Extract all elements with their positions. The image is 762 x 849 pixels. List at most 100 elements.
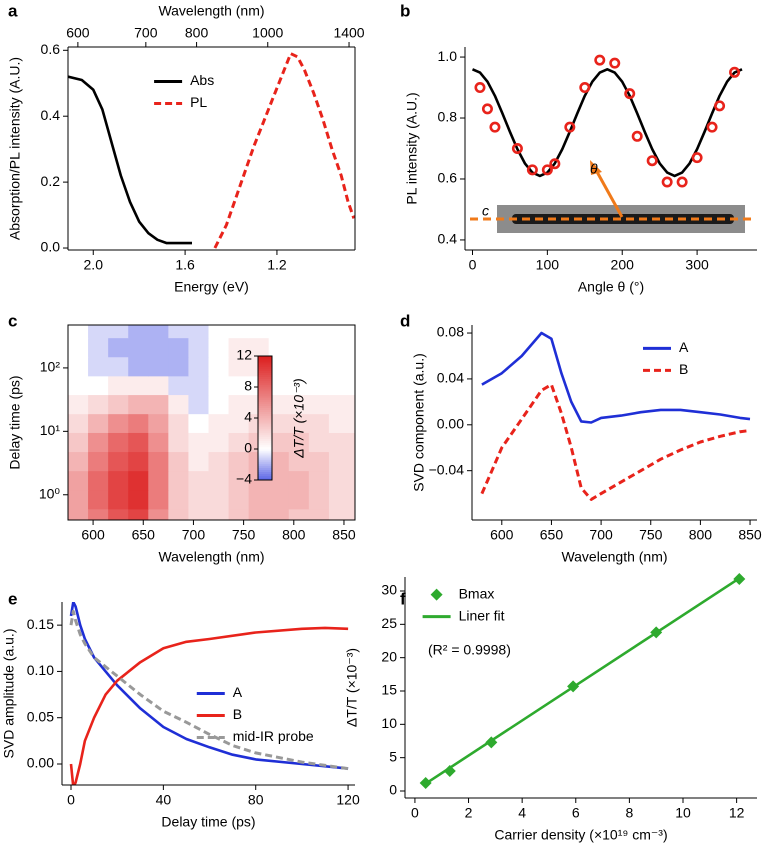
x-tick-label: 80 — [248, 792, 264, 808]
data-point — [609, 57, 621, 69]
colorbar-step — [258, 409, 272, 413]
heat-cell — [288, 375, 310, 396]
series-line — [213, 52, 355, 249]
heat-cell — [148, 394, 169, 415]
colorbar-step — [258, 452, 272, 456]
panel-letter: c — [8, 311, 17, 330]
colorbar-step — [258, 444, 272, 448]
annotation: θ — [590, 161, 598, 177]
heat-cell — [208, 413, 230, 433]
colorbar-step — [258, 425, 272, 429]
x-tick-label: 2.0 — [84, 257, 104, 273]
y-tick-label: 30 — [381, 582, 397, 598]
heat-cell — [68, 489, 89, 510]
heat-cell — [268, 394, 290, 415]
x-tick-label: 0 — [411, 805, 419, 821]
heat-cell — [308, 489, 330, 510]
heat-cell — [188, 470, 209, 491]
heat-cell — [268, 337, 290, 358]
y-tick-label: 10 — [381, 715, 397, 731]
heat-cell — [188, 508, 209, 520]
heat-cell — [188, 451, 209, 472]
heat-cell — [88, 337, 109, 358]
x-tick-label: 800 — [689, 527, 713, 543]
series-line — [69, 626, 349, 785]
y-tick-label: 0.4 — [41, 107, 61, 123]
heat-cell — [328, 489, 355, 510]
x-tick-label: 2 — [465, 805, 473, 821]
heat-cell — [328, 470, 355, 491]
heat-cell — [188, 375, 209, 396]
colorbar-tick-label: 0 — [244, 440, 252, 456]
data-point — [714, 100, 726, 112]
series-line — [69, 609, 349, 771]
colorbar-step — [258, 384, 272, 388]
x-axis-label: Delay time (ps) — [161, 814, 255, 830]
heat-cell — [228, 337, 250, 358]
colorbar-tick-label: 4 — [244, 409, 252, 425]
heat-cell — [308, 394, 330, 415]
heat-cell — [148, 508, 169, 520]
heat-cell — [168, 451, 189, 472]
colorbar-tick-label: 12 — [236, 347, 252, 363]
heat-cell — [108, 470, 129, 491]
colorbar-tick-label: 8 — [244, 378, 252, 394]
colorbar-step — [258, 469, 272, 473]
x2-tick-label: 1400 — [333, 25, 364, 41]
heat-cell — [108, 356, 129, 377]
heat-cell — [168, 508, 189, 520]
heat-cell — [128, 470, 149, 491]
heat-cell — [108, 394, 129, 415]
heat-cell — [288, 337, 310, 358]
colorbar-step — [258, 459, 272, 462]
heat-cell — [128, 508, 149, 520]
y-tick-label: 10² — [40, 359, 61, 375]
heat-cell — [88, 451, 109, 472]
heat-cell — [68, 375, 89, 396]
data-point — [549, 158, 561, 170]
heat-cell — [328, 325, 355, 339]
legend-label: Abs — [190, 72, 214, 88]
colorbar-step — [258, 368, 272, 371]
heat-cell — [108, 451, 129, 472]
heat-cell — [208, 508, 230, 520]
heat-cell — [88, 356, 109, 377]
heat-cell — [188, 337, 209, 358]
heat-cell — [148, 337, 169, 358]
colorbar-step — [258, 432, 272, 435]
colorbar-step — [258, 450, 272, 454]
heat-cell — [168, 413, 189, 433]
colorbar-step — [258, 475, 272, 479]
colorbar-step — [258, 430, 272, 433]
heat-cell — [228, 413, 250, 433]
heat-cell — [228, 489, 250, 510]
heat-cell — [328, 337, 355, 358]
data-point — [526, 164, 538, 176]
y-tick-label: 0.10 — [27, 662, 54, 678]
y-tick-label: 0 — [389, 782, 397, 798]
plot-area — [471, 68, 743, 178]
heat-cell — [128, 375, 149, 396]
x-tick-label: 4 — [518, 805, 526, 821]
heat-cell — [228, 375, 250, 396]
y-tick-label: 0.15 — [27, 616, 54, 632]
colorbar-step — [258, 361, 272, 365]
colorbar-step — [258, 394, 272, 398]
y-tick-label: 20 — [381, 648, 397, 664]
y-tick-label: 5 — [389, 748, 397, 764]
heat-cell — [328, 413, 355, 433]
colorbar-step — [258, 419, 272, 423]
x-tick-label: 300 — [685, 257, 709, 273]
colorbar-step — [258, 440, 272, 444]
data-point — [661, 176, 673, 188]
heat-cell — [148, 356, 169, 377]
heat-cell — [288, 489, 310, 510]
colorbar-step — [258, 463, 272, 466]
heat-cell — [308, 356, 330, 377]
x-tick-label: 8 — [625, 805, 633, 821]
x-tick-label: 850 — [332, 527, 356, 543]
x2-tick-label: 600 — [66, 25, 90, 41]
heat-cell — [288, 413, 310, 433]
data-point — [485, 736, 498, 749]
